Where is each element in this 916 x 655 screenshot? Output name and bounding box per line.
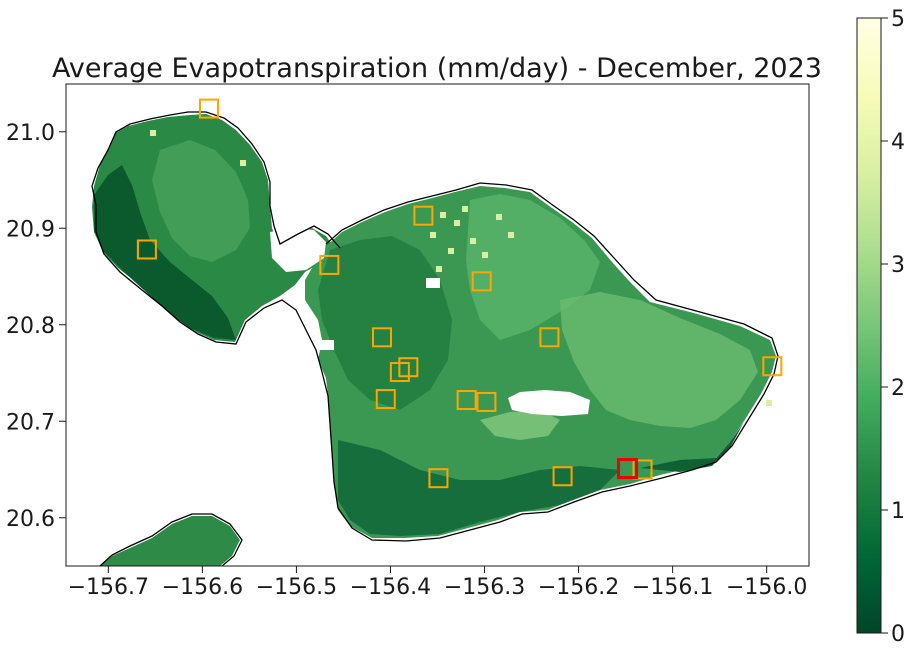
map-plot-area	[66, 84, 809, 566]
no-data-patch-2	[320, 340, 334, 350]
station-marker	[198, 98, 219, 119]
x-axis: −156.7 −156.6 −156.5 −156.4 −156.3 −156.2 −156…	[68, 566, 807, 600]
x-tick-label: −156.2	[538, 575, 619, 600]
station-marker	[375, 389, 396, 410]
station-marker	[372, 327, 393, 348]
southwest-island-land	[100, 516, 240, 566]
station-marker	[136, 239, 157, 260]
station-marker	[389, 362, 410, 383]
summit-light-zone	[480, 410, 560, 440]
colorbar-tick-label: 3	[891, 253, 905, 278]
station-marker	[476, 391, 497, 412]
station-marker	[539, 327, 560, 348]
station-marker	[456, 390, 477, 411]
y-axis: 20.6 20.7 20.8 20.9 21.0	[6, 121, 66, 532]
west-maui-coastline	[91, 111, 341, 249]
haleakala-light-zone	[560, 292, 758, 428]
chart-title: Average Evapotranspiration (mm/day) - De…	[52, 53, 822, 84]
summit-no-data	[508, 390, 590, 416]
west-maui-summit-zone	[152, 140, 250, 262]
x-tick-label: −156.3	[444, 575, 525, 600]
high-et-speckles	[150, 130, 772, 406]
x-tick-label: −156.7	[68, 575, 149, 600]
x-tick-label: −156.5	[256, 575, 337, 600]
y-tick-label: 20.6	[6, 507, 55, 532]
station-marker	[319, 254, 340, 275]
colorbar-tick-label: 0	[891, 622, 905, 647]
colorbar-tick-label: 5	[891, 7, 905, 32]
no-data-patch-1	[426, 278, 440, 288]
station-marker	[471, 271, 492, 292]
station-marker	[552, 466, 573, 487]
highlighted-station-marker	[616, 458, 638, 480]
y-tick-label: 20.8	[6, 314, 55, 339]
station-marker	[762, 356, 783, 377]
west-maui-dark-zone	[94, 165, 236, 340]
station-marker	[428, 468, 449, 489]
y-tick-label: 20.7	[6, 410, 55, 435]
x-tick-label: −156.0	[726, 575, 807, 600]
colorbar-tick-label: 1	[891, 499, 905, 524]
station-markers	[136, 98, 783, 489]
station-marker	[413, 205, 434, 226]
x-tick-label: −156.4	[350, 575, 431, 600]
south-dark-zone	[338, 440, 620, 536]
station-marker	[632, 459, 653, 480]
southwest-island-coastline	[99, 513, 243, 566]
y-tick-label: 21.0	[6, 121, 55, 146]
colorbar-tick-label: 4	[891, 130, 905, 155]
colorbar-tick-label: 2	[891, 376, 905, 401]
x-tick-label: −156.6	[162, 575, 243, 600]
x-tick-label: −156.1	[632, 575, 713, 600]
y-tick-label: 20.9	[6, 217, 55, 242]
colorbar-axis: 0 1 2 3 4 5	[881, 7, 905, 647]
isthmus-gap	[270, 228, 326, 272]
isthmus-dark-zone	[318, 236, 452, 410]
west-maui-south-coastline	[95, 182, 779, 542]
colorbar	[856, 17, 882, 634]
